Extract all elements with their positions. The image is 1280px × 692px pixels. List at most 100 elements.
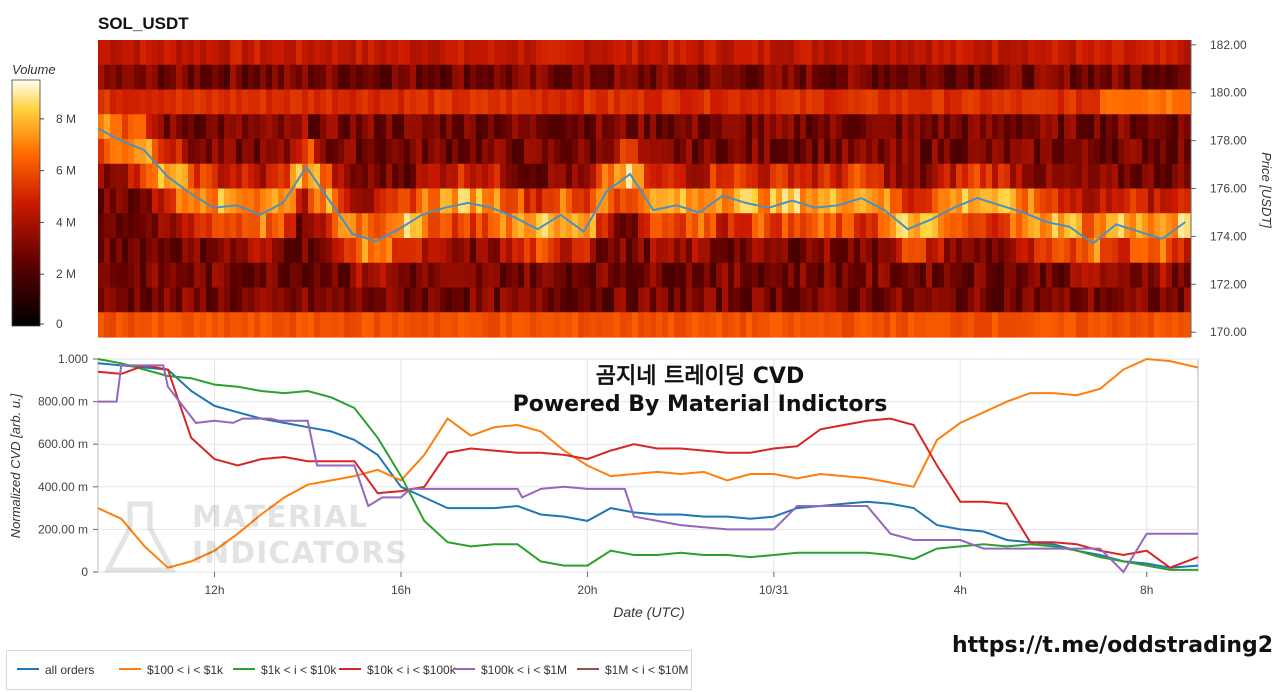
heatmap-cell	[332, 262, 339, 289]
heatmap-cell	[914, 139, 921, 165]
legend-item[interactable]: all orders	[17, 663, 94, 677]
heatmap-cell	[428, 40, 435, 66]
heatmap-cell	[1118, 89, 1125, 115]
legend-item[interactable]: $1M < i < $10M	[577, 663, 688, 677]
heatmap-cell	[506, 213, 513, 239]
heatmap-cell	[1028, 114, 1035, 140]
heatmap-cell	[434, 40, 441, 66]
heatmap-cell	[590, 238, 597, 264]
heatmap-cell	[1160, 163, 1167, 190]
heatmap-cell	[410, 238, 417, 264]
heatmap-cell	[116, 213, 123, 239]
heatmap-cell	[812, 213, 819, 239]
heatmap-cell	[332, 40, 339, 66]
heatmap-cell	[296, 40, 303, 66]
heatmap-cell	[482, 188, 489, 214]
heatmap-cell	[428, 213, 435, 239]
heatmap-cell	[1178, 262, 1185, 289]
legend-item[interactable]: $10k < i < $100k	[339, 663, 456, 677]
heatmap-cell	[674, 238, 681, 264]
heatmap-cell	[338, 287, 345, 313]
heatmap-cell	[986, 89, 993, 115]
heatmap-cell	[572, 238, 579, 264]
heatmap-cell	[1070, 287, 1077, 313]
heatmap-cell	[380, 312, 387, 338]
heatmap-cell	[416, 64, 423, 91]
heatmap-cell	[782, 139, 789, 165]
heatmap-cell	[266, 188, 273, 214]
heatmap-cell	[740, 163, 747, 190]
heatmap-cell	[926, 40, 933, 66]
heatmap-cell	[944, 213, 951, 239]
heatmap-cell	[254, 40, 261, 66]
heatmap-cell	[398, 262, 405, 289]
heatmap-cell	[812, 238, 819, 264]
heatmap-cell	[110, 262, 117, 289]
heatmap-cell	[650, 40, 657, 66]
heatmap-cell	[794, 139, 801, 165]
heatmap-cell	[950, 262, 957, 289]
heatmap-cell	[488, 163, 495, 190]
heatmap-cell	[314, 262, 321, 289]
heatmap-cell	[212, 40, 219, 66]
heatmap-cell	[854, 213, 861, 239]
heatmap-cell	[878, 312, 885, 338]
heatmap-cell	[236, 40, 243, 66]
heatmap-cell	[1178, 40, 1185, 66]
heatmap-cell	[500, 163, 507, 190]
heatmap-cell	[938, 312, 945, 338]
heatmap-cell	[920, 287, 927, 313]
heatmap-cell	[932, 262, 939, 289]
heatmap-cell	[842, 188, 849, 214]
heatmap-cell	[1004, 64, 1011, 91]
heatmap-cell	[818, 64, 825, 91]
heatmap-cell	[1034, 287, 1041, 313]
heatmap-cell	[296, 287, 303, 313]
heatmap-cell	[548, 163, 555, 190]
heatmap-cell	[740, 213, 747, 239]
legend-item[interactable]: $100k < i < $1M	[453, 663, 567, 677]
heatmap-cell	[638, 163, 645, 190]
telegram-link[interactable]: https://t.me/oddstrading2	[952, 633, 1274, 658]
heatmap-cell	[944, 64, 951, 91]
heatmap-cell	[962, 213, 969, 239]
heatmap-cell	[290, 213, 297, 239]
heatmap-cell	[98, 312, 105, 338]
heatmap-cell	[776, 238, 783, 264]
heatmap-cell	[692, 238, 699, 264]
heatmap-cell	[470, 312, 477, 338]
heatmap-cell	[680, 163, 687, 190]
heatmap-cell	[458, 213, 465, 239]
heatmap-cell	[1148, 262, 1155, 289]
heatmap-cell	[920, 238, 927, 264]
heatmap-cell	[722, 89, 729, 115]
heatmap-cell	[1106, 287, 1113, 313]
heatmap-cell	[320, 213, 327, 239]
legend-item[interactable]: $1k < i < $10k	[233, 663, 336, 677]
heatmap-cell	[1172, 262, 1179, 289]
heatmap-cell	[884, 213, 891, 239]
heatmap-cell	[746, 262, 753, 289]
heatmap-cell	[206, 213, 213, 239]
heatmap-cell	[680, 139, 687, 165]
heatmap-cell	[500, 312, 507, 338]
legend-item[interactable]: $100 < i < $1k	[119, 663, 223, 677]
heatmap-cell	[614, 262, 621, 289]
heatmap-cell	[410, 40, 417, 66]
heatmap-cell	[1100, 188, 1107, 214]
heatmap-cell	[1010, 139, 1017, 165]
heatmap-cell	[386, 213, 393, 239]
heatmap-cell	[836, 114, 843, 140]
heatmap-cell	[926, 114, 933, 140]
heatmap-cell	[230, 163, 237, 190]
heatmap-cell	[668, 64, 675, 91]
heatmap-cell	[896, 114, 903, 140]
heatmap-cell	[860, 163, 867, 190]
heatmap-cell	[332, 139, 339, 165]
heatmap-cell	[1148, 238, 1155, 264]
heatmap-cell	[506, 40, 513, 66]
heatmap-cell	[998, 139, 1005, 165]
heatmap-cell	[386, 312, 393, 338]
heatmap-cell	[464, 188, 471, 214]
heatmap-cell	[668, 40, 675, 66]
